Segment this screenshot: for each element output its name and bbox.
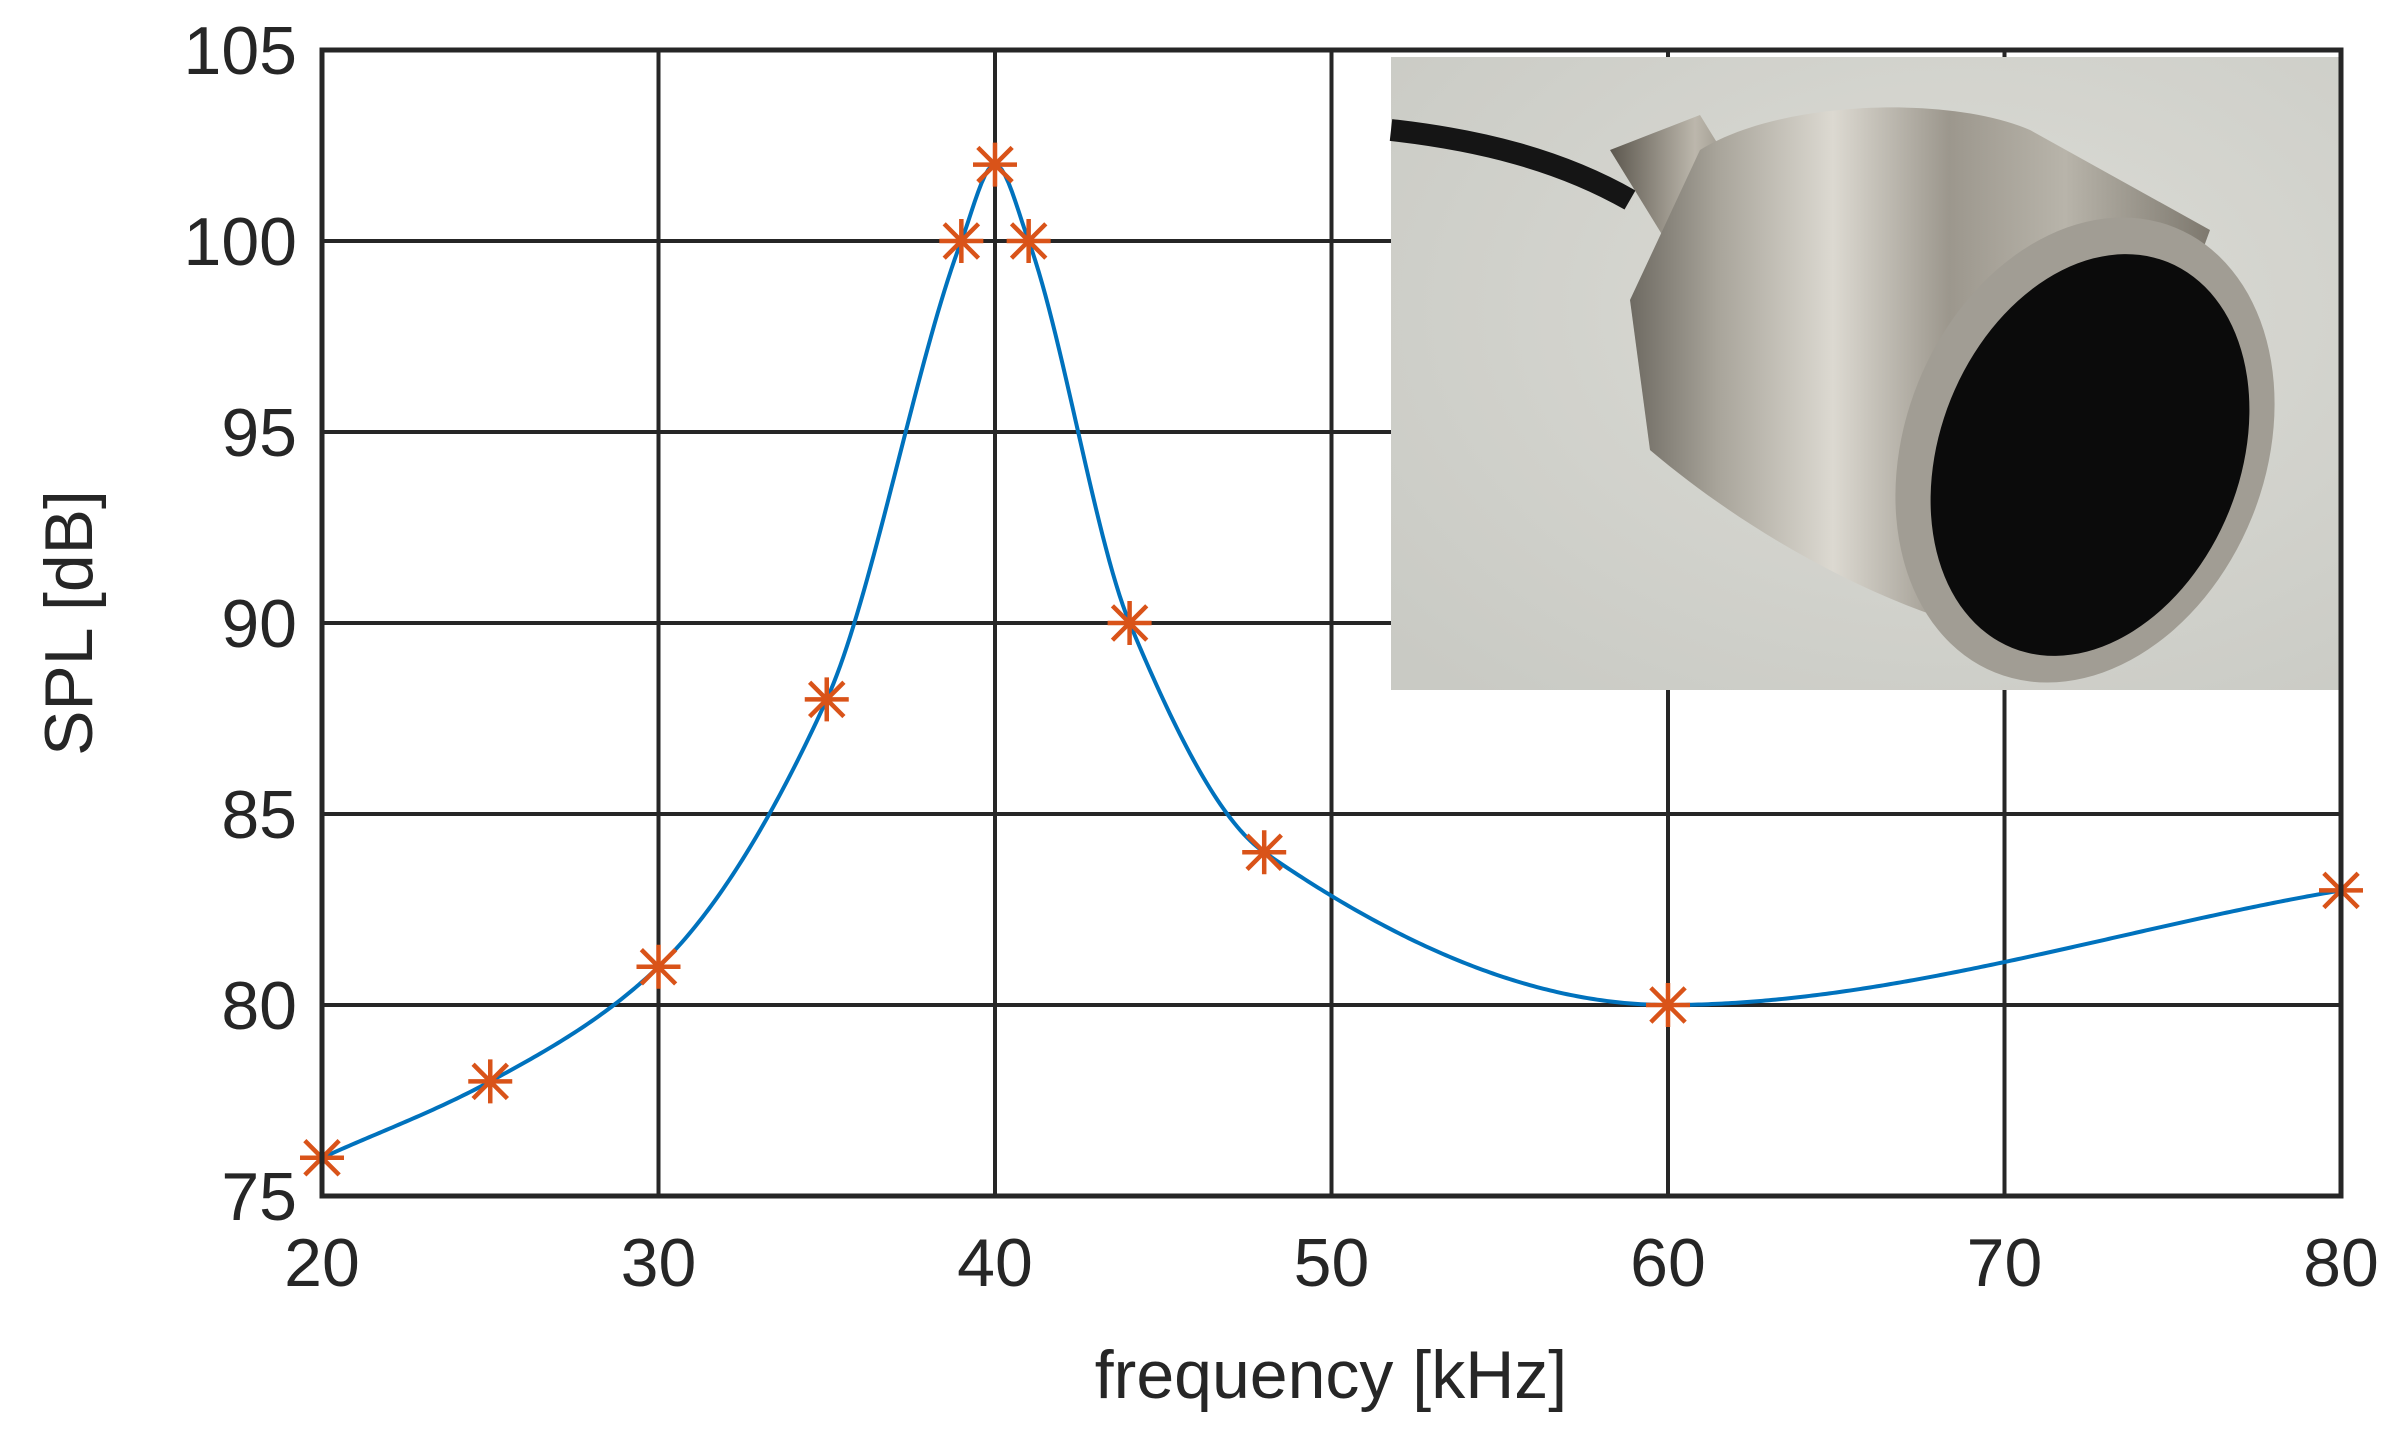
- x-tick-label: 70: [1967, 1225, 2043, 1301]
- transducer-face-icon: [1930, 254, 2250, 656]
- data-point-marker: [939, 219, 984, 263]
- y-tick-label: 90: [221, 586, 297, 662]
- y-tick-label: 95: [221, 395, 297, 471]
- y-tick-label: 100: [184, 204, 297, 280]
- inset-photo: [1389, 57, 2341, 690]
- x-axis-label: frequency [kHz]: [1095, 1337, 1567, 1413]
- tick-labels: 20 30 40 50 60 70 80 75 80 85 90 95 100 105: [184, 13, 2379, 1301]
- x-tick-label: 50: [1294, 1225, 1370, 1301]
- x-tick-label: 80: [2303, 1225, 2379, 1301]
- data-point-marker: [1242, 830, 1287, 875]
- data-point-marker: [1107, 601, 1152, 645]
- y-tick-label: 80: [221, 968, 297, 1044]
- data-point-marker: [804, 677, 849, 722]
- y-tick-label: 85: [221, 777, 297, 853]
- y-tick-label: 75: [221, 1159, 297, 1235]
- data-point-marker: [973, 142, 1017, 187]
- data-point-marker: [468, 1059, 513, 1104]
- data-point-marker: [1006, 219, 1051, 263]
- x-tick-label: 60: [1630, 1225, 1706, 1301]
- x-tick-label: 40: [957, 1225, 1033, 1301]
- x-tick-label: 20: [284, 1225, 360, 1301]
- data-point-marker: [1646, 983, 1690, 1027]
- x-tick-label: 30: [621, 1225, 697, 1301]
- plot-frame: [319, 47, 2344, 1199]
- series-group: [300, 142, 2363, 1180]
- transducer-cable-icon: [1389, 119, 1636, 210]
- data-point-marker: [636, 944, 681, 989]
- y-axis-label: SPL [dB]: [31, 490, 107, 756]
- y-tick-label: 105: [184, 13, 297, 89]
